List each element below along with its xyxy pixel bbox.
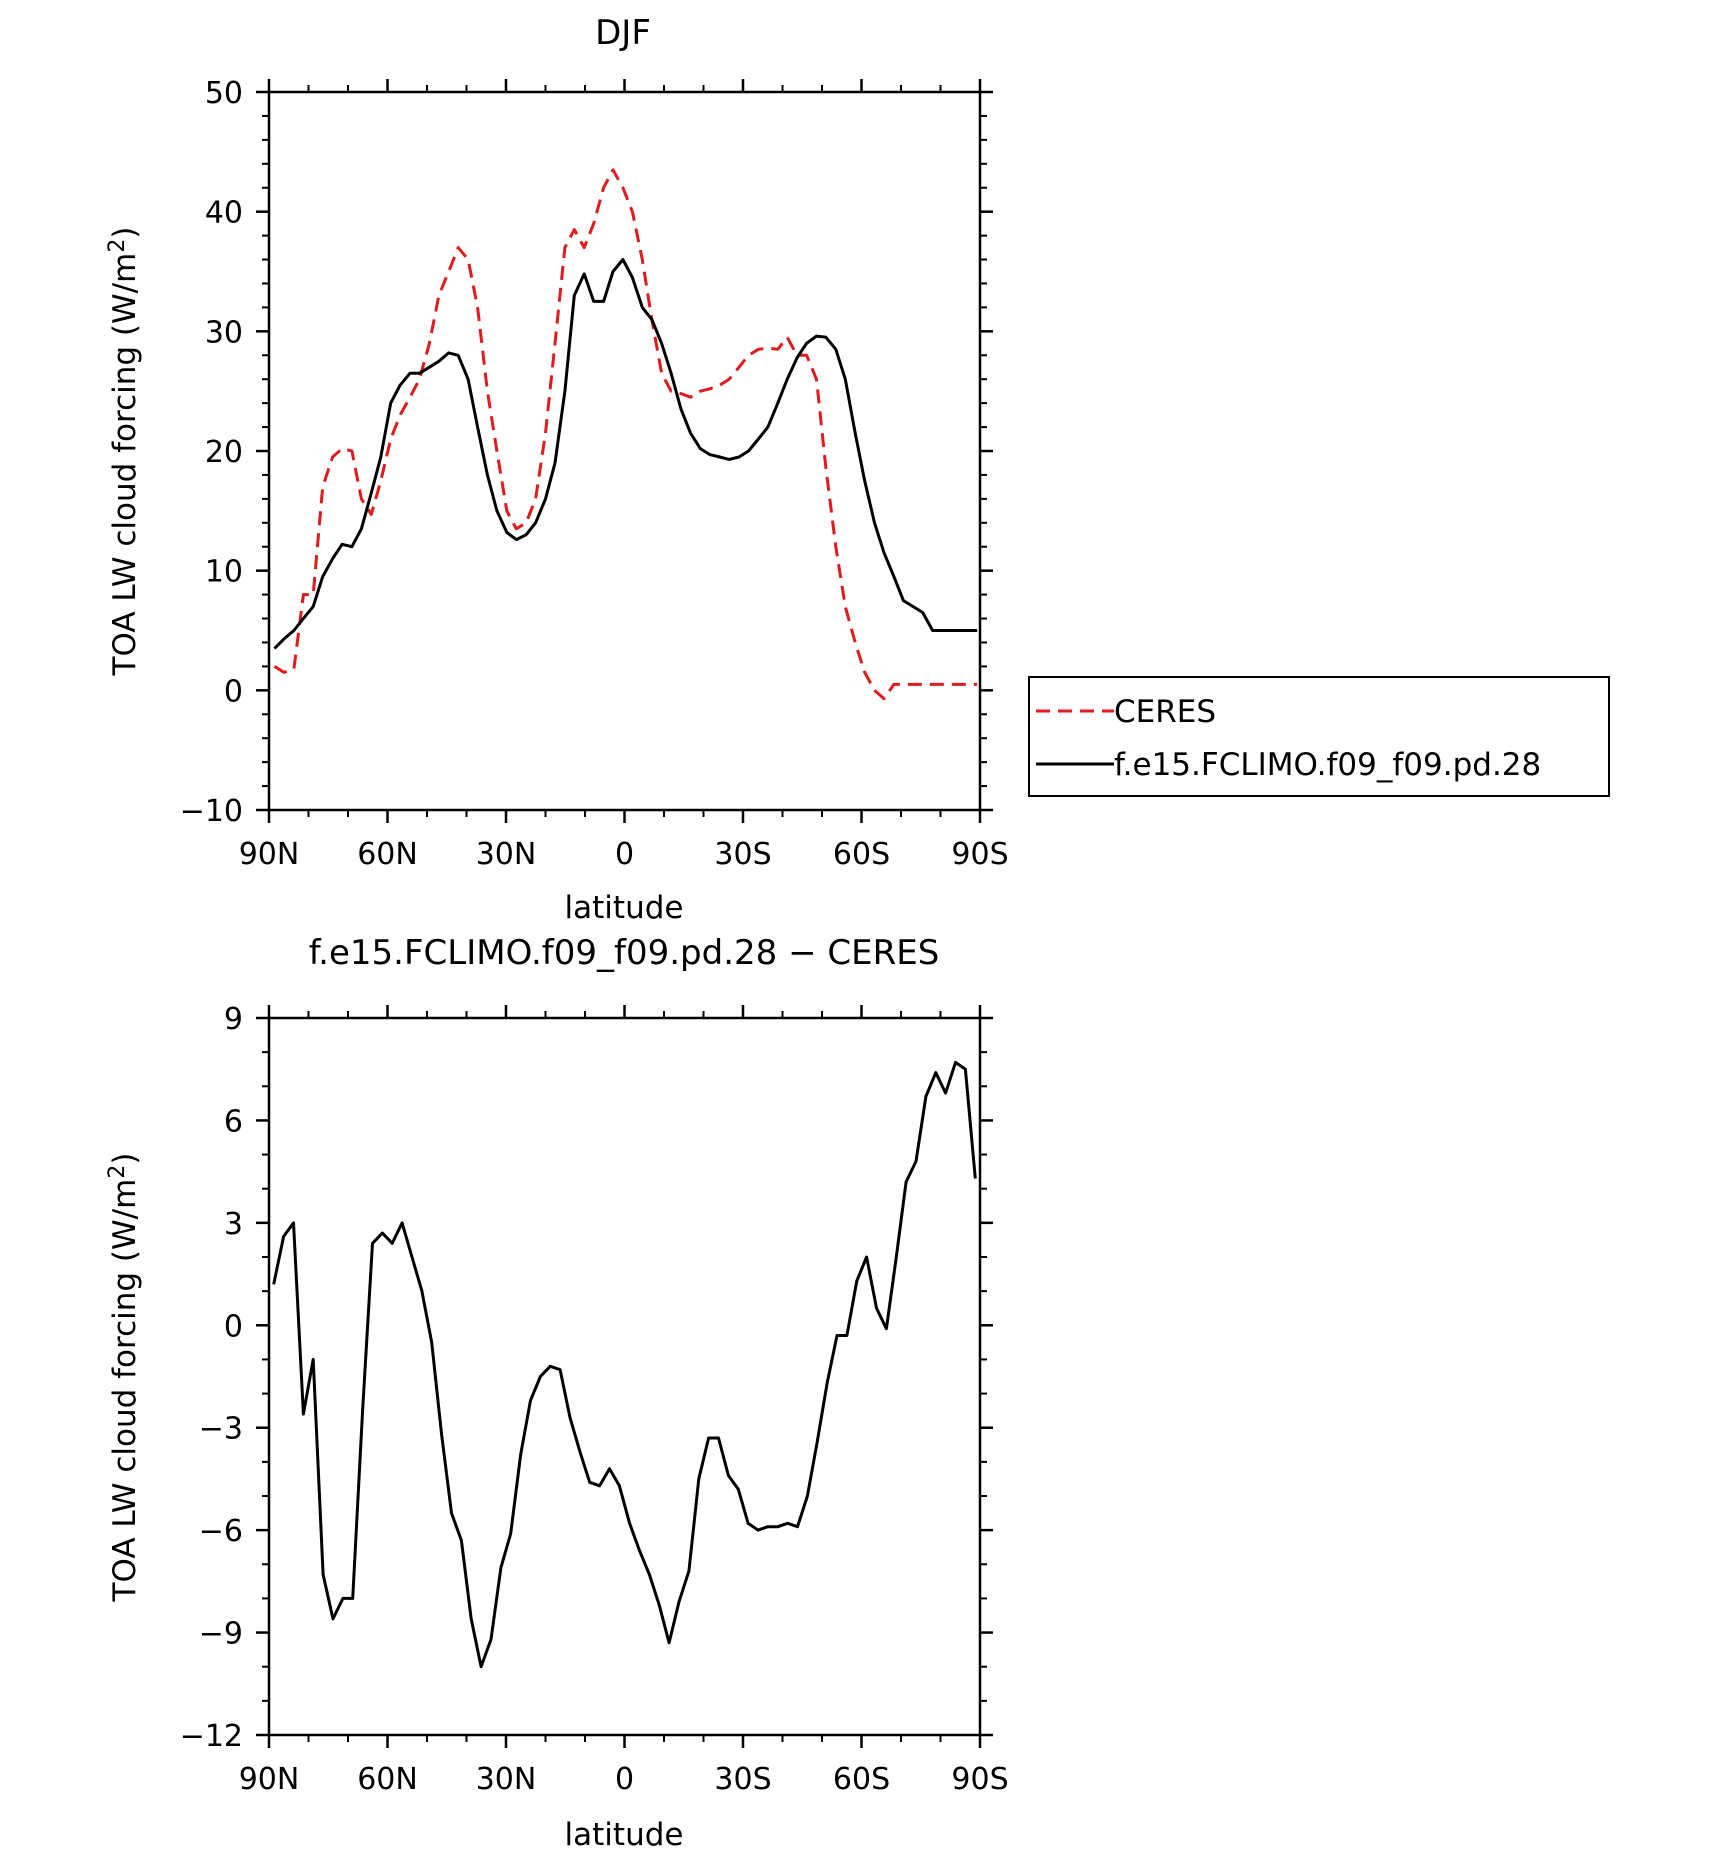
series-line-top-0 [273,168,978,701]
x-tick-label: 60N [357,1762,418,1797]
panel-difference: f.e15.FCLIMO.f09_f09.pd.28 − CERES 90N 60… [105,933,1009,1850]
plot-frame-top [267,90,982,812]
y-tick-label: 10 [205,555,243,590]
x-tick-label: 30N [476,837,537,872]
x-tick-label: 0 [615,1762,634,1797]
x-tick-label: 30S [714,1762,771,1797]
x-tick-label: 90N [239,837,300,872]
y-axis-label-bottom: TOA LW cloud forcing (W/m2) [105,1153,143,1603]
y-tick-label: 40 [205,196,243,231]
chart-title-difference: f.e15.FCLIMO.f09_f09.pd.28 − CERES [309,933,940,973]
plot-frame-bottom [267,1016,982,1737]
legend-label-model: f.e15.FCLIMO.f09_f09.pd.28 [1114,747,1541,783]
y-tick-label: 20 [205,435,243,470]
x-tick-label: 60N [357,837,418,872]
y-tick-label: 6 [224,1104,243,1139]
x-tick-label: 90S [951,1762,1008,1797]
y-tick-label: 9 [224,1002,243,1037]
x-axis-label-bottom: latitude [565,1817,684,1850]
plot-lines [273,168,978,701]
x-tick-label: 90N [239,1762,300,1797]
y-tick-label: 0 [224,674,243,709]
chart-title-djf: DJF [595,13,651,53]
axis-ticks: 90N 60N 30N 0 30S 60S 90S 50 40 30 20 10 0 −10 [180,76,1009,872]
x-tick-label: 30N [476,1762,537,1797]
plot-lines [272,1060,977,1669]
panel-djf: DJF 90N 60N 30N 0 30S 60S 90S 50 40 30 20 10 0 −10 la… [105,13,1009,926]
y-tick-label: 30 [205,315,243,350]
y-axis-label-top: TOA LW cloud forcing (W/m2) [105,227,143,677]
legend-box [1028,676,1610,797]
legend: CERES f.e15.FCLIMO.f09_f09.pd.28 [1028,676,1610,797]
x-tick-label: 60S [833,837,890,872]
y-tick-label: −6 [199,1514,243,1549]
series-line-bottom-0 [272,1060,977,1669]
y-tick-label: −9 [199,1617,243,1652]
x-tick-label: 60S [833,1762,890,1797]
y-tick-label: 3 [224,1207,243,1242]
y-tick-label: −12 [180,1719,243,1754]
legend-label-ceres: CERES [1114,694,1216,730]
axis-ticks: 90N 60N 30N 0 30S 60S 90S 9 6 3 0 −3 −6 −9 −12 [180,1002,1009,1797]
y-tick-label: −10 [180,794,243,829]
series-line-top-1 [273,258,978,650]
x-tick-label: 30S [714,837,771,872]
x-tick-label: 90S [951,837,1008,872]
y-tick-label: 0 [224,1309,243,1344]
x-axis-label-top: latitude [565,890,684,926]
x-tick-label: 0 [615,837,634,872]
y-tick-label: −3 [199,1412,243,1447]
y-tick-label: 50 [205,76,243,111]
